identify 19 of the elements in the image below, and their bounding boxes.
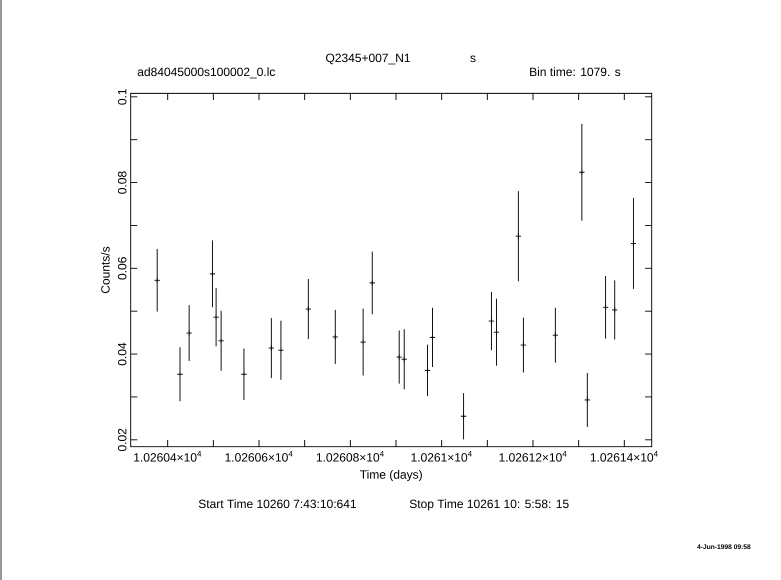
x-tick-label: 1.02608×10$^{4}$ (316, 450, 384, 462)
y-tick-label: 0.06 (118, 257, 126, 280)
y-tick-label: 0.02 (118, 428, 126, 452)
x-tick-label: 1.02604×10$^{4}$ (134, 450, 202, 462)
x-tick-label: 1.02614×10$^{4}$ (590, 450, 658, 462)
x-tick-label: 1.02612×10$^{4}$ (499, 450, 567, 462)
x-tick-label: 1.0261×10$^{4}$ (411, 450, 472, 462)
text: Bin time: 1079. s (530, 67, 620, 76)
text: ad84045000s100002_0.lc (138, 67, 276, 78)
chart-title: Q2345+007_N1 (326, 54, 410, 64)
y-axis-title: Counts/s (100, 246, 110, 294)
text: Stop Time 10261 10: 5:58: 15 (410, 499, 569, 510)
chart-subtitle: s (470, 56, 476, 62)
y-tick-label: 0.04 (118, 342, 126, 366)
y-tick-label: 0.1 (118, 89, 126, 105)
text: Start Time 10260 7:43:10:641 (198, 499, 356, 508)
x-axis-title: Time (days) (360, 470, 422, 482)
x-tick-label: 1.02606×10$^{4}$ (226, 450, 293, 462)
y-tick-label: 0.08 (118, 171, 126, 194)
